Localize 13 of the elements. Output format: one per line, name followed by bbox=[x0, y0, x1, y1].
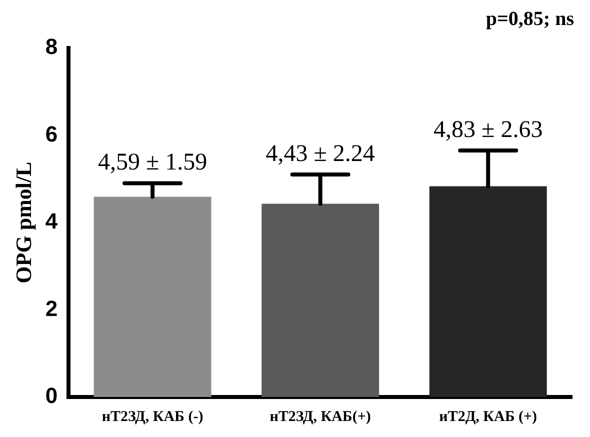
y-tick-label: 0 bbox=[45, 383, 58, 408]
data-label: 4,59 ± 1.59 bbox=[98, 150, 208, 176]
y-tick-label: 6 bbox=[45, 121, 58, 146]
data-label: 4,83 ± 2.63 bbox=[434, 116, 543, 143]
y-tick-label: 2 bbox=[45, 296, 58, 321]
y-tick-label: 4 bbox=[45, 208, 58, 234]
x-tick-label: иТ2Д, КАБ (+) bbox=[439, 408, 538, 425]
y-tick-label: 8 bbox=[45, 34, 58, 60]
x-tick-label: нТ2ЗД, КАБ(+) bbox=[270, 408, 371, 425]
x-tick-label: нТ2ЗД, КАБ (-) bbox=[102, 408, 204, 425]
text: p=0,85; ns bbox=[486, 8, 574, 30]
data-label: 4,43 ± 2.24 bbox=[266, 140, 375, 167]
y-axis-title: OPG pmol/L bbox=[10, 162, 36, 284]
